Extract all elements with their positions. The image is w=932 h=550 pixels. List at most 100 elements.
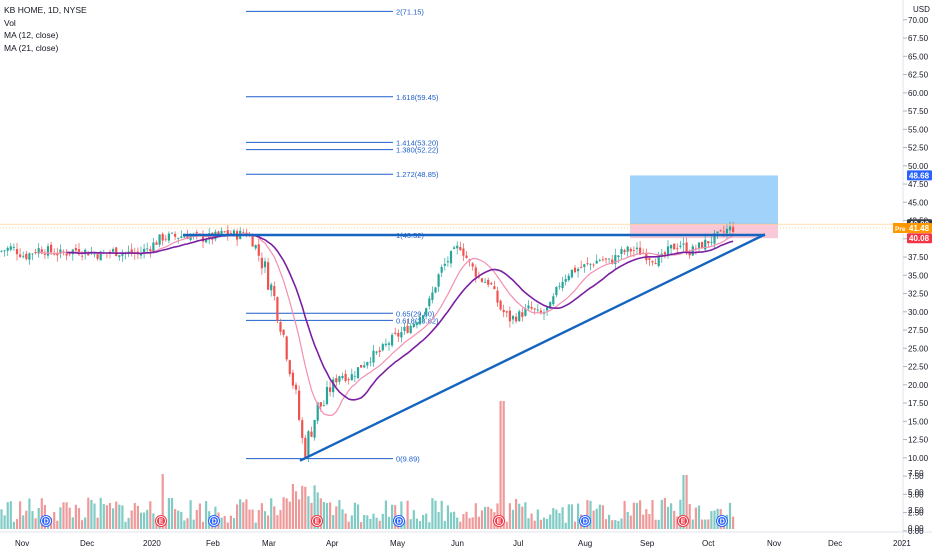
price-tag-bg — [907, 222, 932, 233]
volume-bar — [167, 498, 170, 529]
candle-body — [648, 258, 651, 260]
volume-bar — [511, 509, 515, 529]
event-label: D — [44, 519, 49, 526]
legend-vol[interactable]: Vol — [4, 17, 16, 28]
volume-bar — [22, 515, 25, 529]
volume-bar — [527, 518, 530, 529]
volume-tick-label: 7.50 — [908, 469, 924, 478]
candle-body — [412, 323, 415, 328]
earnings-marker[interactable]: E — [311, 515, 323, 527]
volume-bar — [573, 521, 577, 529]
volume-bar — [192, 519, 195, 529]
candle-body — [50, 244, 53, 253]
candle-body — [174, 233, 177, 237]
candle-body — [205, 240, 208, 243]
candle-body — [387, 343, 391, 345]
volume-bar — [515, 498, 518, 529]
dividend-marker[interactable]: D — [716, 515, 728, 527]
volume-bar — [487, 506, 490, 529]
earnings-marker[interactable]: E — [493, 515, 505, 527]
candle-body — [459, 246, 462, 251]
volume-bar — [74, 504, 77, 529]
volume-bar — [415, 518, 418, 529]
candle-body — [22, 255, 25, 257]
dividend-marker[interactable]: D — [208, 515, 220, 527]
candle-body — [19, 254, 22, 257]
candle-body — [496, 290, 499, 303]
volume-bar — [589, 500, 592, 529]
volume-bar — [347, 521, 350, 529]
volume-bar — [409, 519, 412, 529]
time-tick-label: Mar — [262, 539, 276, 548]
candle-body — [487, 279, 490, 285]
candle-body — [211, 232, 214, 240]
candle-body — [654, 263, 657, 265]
candle-body — [443, 263, 446, 266]
volume-bar — [3, 515, 6, 529]
price-tick-label: 35.00 — [908, 271, 929, 280]
candle-body — [403, 326, 406, 331]
volume-bar — [56, 520, 59, 529]
volume-bar — [694, 507, 697, 529]
volume-bar — [614, 520, 617, 529]
candle-body — [335, 378, 338, 383]
candle-body — [580, 266, 583, 268]
volume-bar — [595, 508, 598, 529]
volume-bar — [443, 520, 446, 529]
volume-bar — [642, 514, 645, 529]
volume-bar — [136, 505, 139, 529]
volume-bar — [9, 501, 12, 529]
volume-bar — [632, 502, 635, 529]
volume-bar — [577, 503, 580, 529]
price-tick-label: 65.00 — [908, 52, 929, 61]
candle-body — [552, 296, 555, 305]
candle-body — [704, 239, 707, 250]
volume-bar — [338, 500, 341, 529]
candle-body — [369, 361, 372, 363]
price-tick-label: 17.50 — [908, 399, 929, 408]
candle-body — [676, 248, 679, 250]
candle-body — [611, 259, 614, 264]
earnings-marker[interactable]: E — [677, 515, 689, 527]
volume-bar — [68, 507, 71, 529]
volume-bar — [267, 515, 270, 529]
volume-bar — [353, 502, 356, 529]
price-tick-label: 57.50 — [908, 107, 929, 116]
symbol-title[interactable]: KB HOME, 1D, NYSE — [4, 5, 87, 15]
volume-bar — [375, 517, 378, 529]
event-dot — [495, 517, 503, 525]
event-label: D — [212, 519, 217, 526]
volume-bar — [604, 519, 608, 529]
candle-body — [614, 255, 617, 264]
dividend-marker[interactable]: D — [579, 515, 591, 527]
candle-body — [226, 230, 229, 235]
candle-body — [549, 302, 552, 309]
candle-body — [415, 322, 418, 326]
volume-bar — [561, 507, 564, 529]
volume-bar — [468, 518, 471, 529]
dividend-marker[interactable]: D — [40, 515, 52, 527]
candle-body — [521, 312, 524, 317]
earnings-marker[interactable]: E — [155, 515, 167, 527]
candle-body — [465, 255, 468, 258]
legend-ma12[interactable]: MA (12, close) — [4, 30, 59, 40]
candle-body — [201, 233, 205, 242]
legend-ma21[interactable]: MA (21, close) — [4, 42, 59, 53]
candle-body — [298, 390, 301, 420]
volume-bar — [428, 522, 431, 529]
price-tick-label: 27.50 — [908, 326, 929, 335]
dividend-marker[interactable]: D — [393, 515, 405, 527]
candle-body — [601, 259, 604, 261]
candle-body — [567, 275, 570, 281]
candle-body — [96, 254, 99, 259]
volume-bar — [325, 502, 329, 529]
price-tag-bg — [907, 170, 932, 181]
candle-body — [223, 231, 226, 233]
volume-bar — [670, 503, 673, 529]
candle-body — [456, 245, 459, 249]
volume-bar — [40, 498, 43, 529]
volume-bar — [453, 511, 456, 529]
candle-body — [177, 237, 180, 239]
